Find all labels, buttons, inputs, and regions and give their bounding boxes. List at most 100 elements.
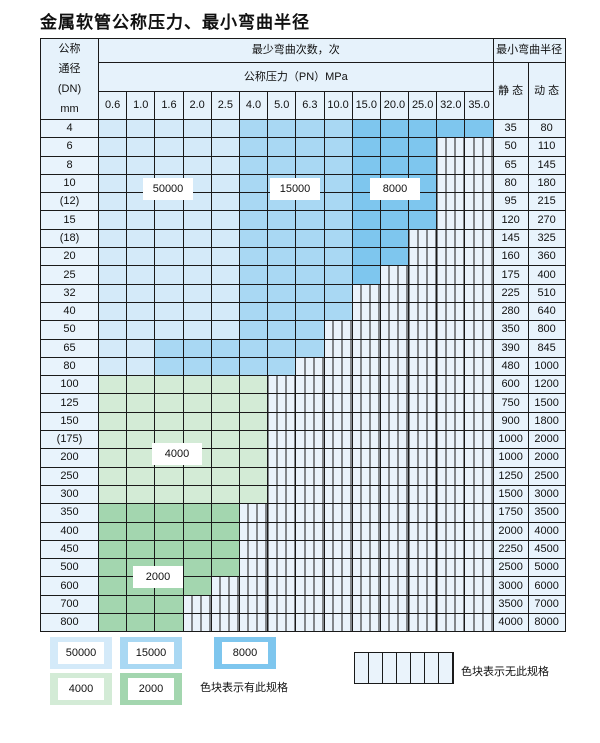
available-cell — [295, 228, 325, 249]
available-cell — [154, 466, 184, 486]
static-radius-cell: 1750 — [492, 503, 529, 523]
available-cell — [97, 265, 128, 285]
unavailable-cell — [408, 466, 438, 486]
unavailable-cell — [351, 594, 381, 615]
unavailable-cell — [351, 356, 381, 377]
unavailable-cell — [351, 539, 381, 560]
unavailable-cell — [464, 375, 494, 395]
zone-label-50000: 50000 — [143, 178, 193, 200]
unavailable-cell — [379, 539, 410, 560]
dn-cell: 300 — [40, 484, 99, 505]
static-radius-cell: 2000 — [492, 521, 529, 541]
available-cell — [182, 411, 212, 432]
available-cell — [408, 118, 438, 139]
table-row: 15 120 270 — [40, 210, 566, 230]
available-cell — [97, 301, 128, 322]
unavailable-cell — [436, 265, 466, 285]
unavailable-cell — [436, 558, 466, 578]
unavailable-cell — [379, 613, 410, 633]
available-cell — [210, 247, 240, 267]
unavailable-cell — [238, 594, 269, 615]
dynamic-radius-cell: 3500 — [527, 503, 566, 523]
dn-cell: 15 — [40, 210, 99, 230]
table-row: 80 480 1000 — [40, 356, 566, 377]
unavailable-cell — [436, 301, 466, 322]
available-cell — [97, 356, 128, 377]
available-cell — [238, 118, 269, 139]
available-cell — [126, 375, 156, 395]
unavailable-cell — [323, 375, 353, 395]
available-cell — [323, 118, 353, 139]
unavailable-cell — [436, 594, 466, 615]
dn-header-line: (DN) — [57, 83, 82, 95]
unavailable-cell — [408, 283, 438, 303]
available-cell — [238, 155, 269, 175]
unavailable-cell — [379, 484, 410, 505]
dynamic-radius-cell: 510 — [527, 283, 566, 303]
available-cell — [238, 466, 269, 486]
unavailable-cell — [267, 393, 297, 413]
unavailable-cell — [210, 594, 240, 615]
zone-label-2000: 2000 — [133, 566, 183, 588]
available-cell — [267, 137, 297, 157]
pressure-col-header: 35.0 — [464, 91, 494, 120]
available-cell — [210, 521, 240, 541]
unavailable-cell — [408, 430, 438, 450]
table-row: 100 600 1200 — [40, 375, 566, 395]
available-cell — [182, 155, 212, 175]
unavailable-cell — [379, 448, 410, 468]
table-row: 4 35 80 — [40, 118, 566, 139]
unavailable-cell — [464, 356, 494, 377]
dynamic-radius-cell: 7000 — [527, 594, 566, 615]
pressure-col-header: 5.0 — [267, 91, 297, 120]
unavailable-cell — [408, 484, 438, 505]
dynamic-radius-cell: 8000 — [527, 613, 566, 633]
pressure-col-header: 6.3 — [295, 91, 325, 120]
table-row: 700 3500 7000 — [40, 594, 566, 615]
available-cell — [295, 137, 325, 157]
legend-50000-label: 50000 — [58, 642, 104, 664]
dynamic-radius-cell: 180 — [527, 173, 566, 194]
unavailable-cell — [379, 466, 410, 486]
unavailable-cell — [464, 539, 494, 560]
unavailable-cell — [436, 466, 466, 486]
unavailable-cell — [408, 356, 438, 377]
available-cell — [97, 155, 128, 175]
unavailable-cell — [210, 576, 240, 596]
available-cell — [126, 484, 156, 505]
available-cell — [323, 137, 353, 157]
unavailable-cell — [464, 173, 494, 194]
available-cell — [351, 155, 381, 175]
table-row: 450 2250 4500 — [40, 539, 566, 560]
available-cell — [126, 411, 156, 432]
unavailable-cell — [267, 613, 297, 633]
available-cell — [154, 375, 184, 395]
available-cell — [238, 356, 269, 377]
available-cell — [210, 301, 240, 322]
dynamic-radius-cell: 215 — [527, 192, 566, 212]
table-row: 25 175 400 — [40, 265, 566, 285]
static-radius-cell: 2250 — [492, 539, 529, 560]
available-cell — [351, 210, 381, 230]
unavailable-cell — [464, 484, 494, 505]
available-cell — [154, 356, 184, 377]
available-cell — [267, 228, 297, 249]
available-cell — [97, 320, 128, 340]
available-cell — [295, 283, 325, 303]
available-cell — [323, 265, 353, 285]
available-cell — [126, 393, 156, 413]
available-cell — [182, 484, 212, 505]
dn-cell: 65 — [40, 338, 99, 358]
unavailable-cell — [436, 283, 466, 303]
available-cell — [97, 576, 128, 596]
available-cell — [210, 228, 240, 249]
dynamic-radius-cell: 400 — [527, 265, 566, 285]
unavailable-cell — [436, 356, 466, 377]
unavailable-cell — [295, 558, 325, 578]
legend-2000-label: 2000 — [128, 678, 174, 700]
available-cell — [267, 320, 297, 340]
unavailable-cell — [295, 393, 325, 413]
available-cell — [154, 484, 184, 505]
unavailable-cell — [238, 558, 269, 578]
dynamic-radius-cell: 1000 — [527, 356, 566, 377]
